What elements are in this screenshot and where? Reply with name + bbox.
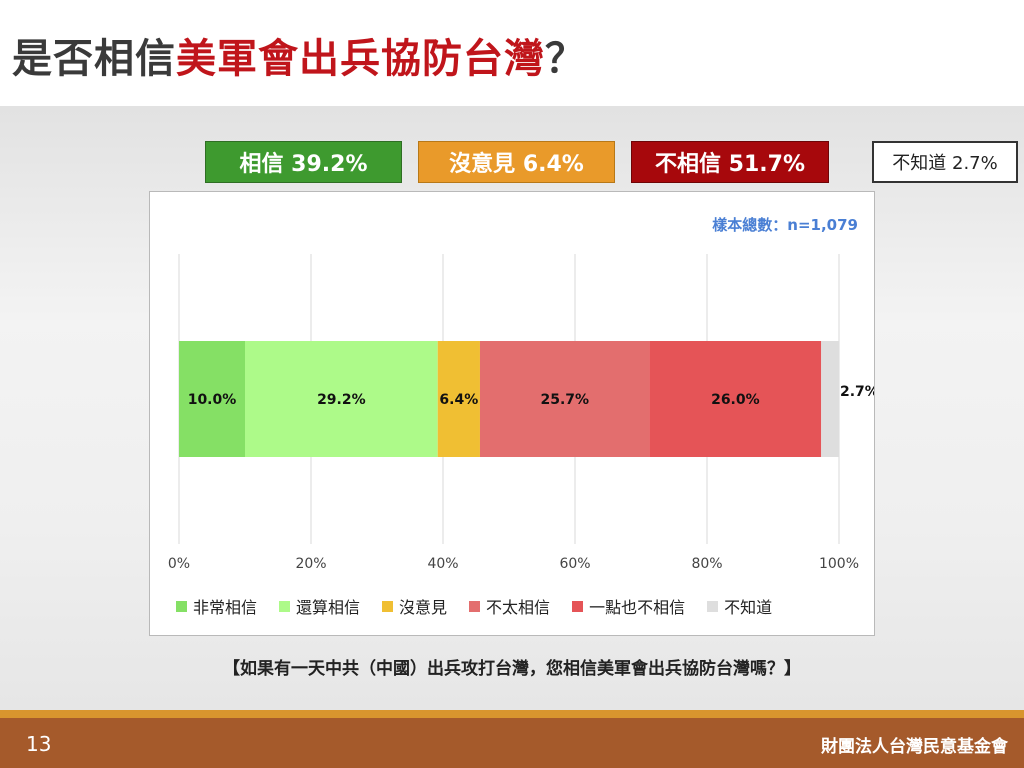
title-bar: 是否相信美軍會出兵協防台灣？: [0, 0, 1024, 106]
data-label: 26.0%: [711, 392, 760, 408]
legend-label: 不太相信: [486, 598, 551, 617]
data-label: 2.7%: [840, 384, 874, 400]
legend-label: 一點也不相信: [589, 598, 686, 617]
title-prefix: 是否相信: [12, 36, 176, 82]
stacked-bar-chart: 0% 20% 40% 60% 80% 100% 10.0% 29.2% 6.4% 25.7% 26.…: [168, 254, 874, 572]
legend-swatch: [707, 600, 719, 612]
legend-item: 一點也不相信: [572, 594, 685, 618]
summary-unknown-box: 不知道 2.7%: [872, 141, 1018, 183]
bar-segment: [821, 341, 839, 457]
legend-item: 不太相信: [469, 594, 550, 618]
page-number: 13: [26, 732, 52, 756]
data-label: 29.2%: [317, 392, 366, 408]
legend-item: 不知道: [707, 594, 772, 618]
legend-label: 沒意見: [399, 598, 448, 617]
legend-item: 還算相信: [279, 594, 360, 618]
sample-size-note: 樣本總數：n=1,079: [712, 216, 858, 234]
legend-label: 不知道: [724, 598, 773, 617]
title-highlight: 美軍會出兵協防台灣: [176, 36, 545, 82]
bar-segment: [245, 341, 438, 457]
legend-item: 沒意見: [382, 594, 447, 618]
footer-bar: 13 財團法人台灣民意基金會: [0, 718, 1024, 768]
x-tick-label: 0%: [168, 556, 190, 572]
bar-segment: [179, 341, 245, 457]
legend-label: 還算相信: [296, 598, 361, 617]
legend-item: 非常相信: [176, 594, 257, 618]
legend-swatch: [279, 600, 291, 612]
summary-disagree-box: 不相信 51.7%: [631, 141, 829, 183]
data-label: 6.4%: [439, 392, 478, 408]
summary-neutral-box: 沒意見 6.4%: [418, 141, 615, 183]
summary-agree-box: 相信 39.2%: [205, 141, 402, 183]
bar-segment: [479, 341, 650, 457]
legend-swatch: [469, 600, 481, 612]
x-tick-label: 60%: [559, 556, 590, 572]
legend-label: 非常相信: [193, 598, 258, 617]
x-tick-label: 20%: [295, 556, 326, 572]
x-tick-label: 80%: [691, 556, 722, 572]
data-label: 10.0%: [188, 392, 237, 408]
x-tick-label: 100%: [819, 556, 859, 572]
bar-segment: [437, 341, 480, 457]
organization-name: 財團法人台灣民意基金會: [821, 737, 1008, 757]
bar-segment: [649, 341, 822, 457]
survey-question: 【如果有一天中共（中國）出兵攻打台灣，您相信美軍會出兵協防台灣嗎？】: [223, 659, 801, 679]
chart-legend: 非常相信 還算相信 沒意見 不太相信 一點也不相信 不知道: [176, 594, 794, 618]
legend-swatch: [176, 600, 187, 612]
footer-accent-line: [0, 710, 1024, 718]
legend-swatch: [572, 600, 584, 612]
page-title: 是否相信美軍會出兵協防台灣？: [12, 26, 586, 84]
title-suffix: ？: [545, 36, 586, 82]
legend-swatch: [382, 600, 394, 612]
chart-panel: 樣本總數：n=1,079 0% 20% 40% 60% 80% 100% 10.0% 29.2…: [149, 191, 875, 636]
x-tick-label: 40%: [427, 556, 458, 572]
data-label: 25.7%: [540, 392, 589, 408]
